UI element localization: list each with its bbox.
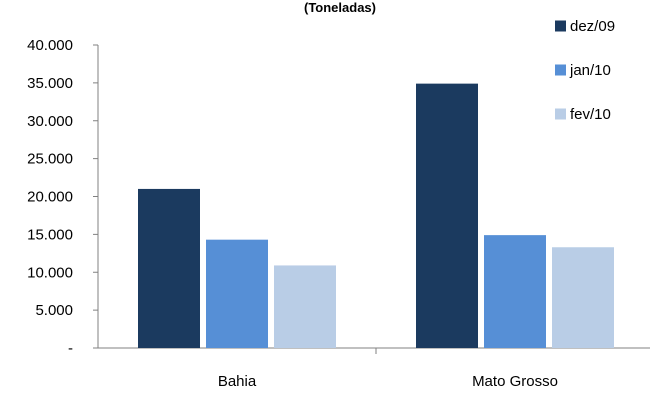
bar-jan-10-bahia (206, 239, 268, 348)
bar-dez-09-mato-grosso (416, 83, 478, 348)
category-label: Mato Grosso (472, 373, 558, 390)
y-axis-ticks: - 5.000 10.000 15.000 20.000 25.000 30.000 35.0… (27, 37, 98, 357)
legend-swatch (555, 108, 566, 120)
category-label: Bahia (218, 373, 257, 390)
y-tick-label: 20.000 (27, 189, 73, 206)
legend: dez/09 jan/10 fev/10 (555, 18, 615, 123)
y-tick-label: 15.000 (27, 226, 73, 243)
y-tick-label: 5.000 (35, 302, 73, 319)
bar-fev-10-bahia (274, 265, 336, 348)
bar-dez-09-bahia (138, 188, 200, 348)
legend-label: jan/10 (569, 62, 611, 79)
legend-label: dez/09 (570, 18, 615, 35)
y-tick-label: 25.000 (27, 151, 73, 168)
chart-title: (Toneladas) (304, 0, 376, 15)
y-tick-label: - (68, 340, 73, 357)
y-tick-label: 35.000 (27, 75, 73, 92)
y-tick-label: 30.000 (27, 113, 73, 130)
legend-label: fev/10 (570, 106, 611, 123)
bars (138, 83, 614, 348)
bar-jan-10-mato-grosso (484, 235, 546, 348)
x-axis-categories: Bahia Mato Grosso (218, 348, 558, 390)
y-tick-label: 40.000 (27, 37, 73, 54)
y-tick-label: 10.000 (27, 264, 73, 281)
legend-swatch (555, 20, 566, 32)
legend-swatch (555, 64, 566, 76)
bar-fev-10-mato-grosso (552, 247, 614, 348)
